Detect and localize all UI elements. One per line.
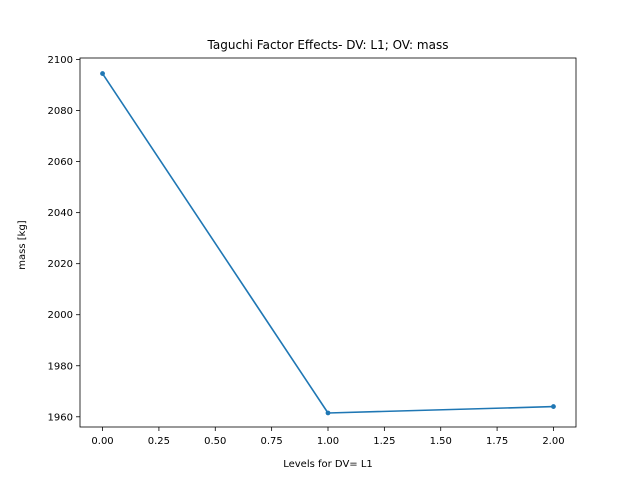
x-axis-label: Levels for DV= L1 xyxy=(283,459,373,470)
x-tick-label: 1.50 xyxy=(430,436,452,447)
plot-frame xyxy=(79,57,577,428)
x-tick-label: 2.00 xyxy=(542,436,564,447)
data-point xyxy=(551,404,556,409)
chart-title: Taguchi Factor Effects- DV: L1; OV: mass xyxy=(207,38,449,52)
y-tick-label: 2060 xyxy=(48,157,73,168)
x-tick-label: 1.00 xyxy=(317,436,339,447)
y-tick-label: 2040 xyxy=(48,208,73,219)
x-tick-label: 0.50 xyxy=(204,436,226,447)
x-tick-label: 0.75 xyxy=(261,436,283,447)
y-tick-label: 1980 xyxy=(48,361,73,372)
y-axis-label: mass [kg] xyxy=(17,220,28,270)
data-point xyxy=(100,71,105,76)
x-tick-label: 1.75 xyxy=(486,436,508,447)
y-tick-label: 2000 xyxy=(48,310,73,321)
data-point xyxy=(325,410,331,416)
plot-area: 0.00 0.25 0.50 0.75 1.00 1.25 1.50 1.75 2.00 1960… xyxy=(48,55,577,447)
y-tick-label: 2020 xyxy=(48,259,73,270)
y-tick-label: 2080 xyxy=(48,106,73,117)
x-tick-label: 0.25 xyxy=(148,436,170,447)
y-tick-label: 2100 xyxy=(48,55,73,66)
y-tick-label: 1960 xyxy=(48,412,73,423)
x-tick-label: 1.25 xyxy=(373,436,395,447)
x-tick-label: 0.00 xyxy=(91,436,113,447)
